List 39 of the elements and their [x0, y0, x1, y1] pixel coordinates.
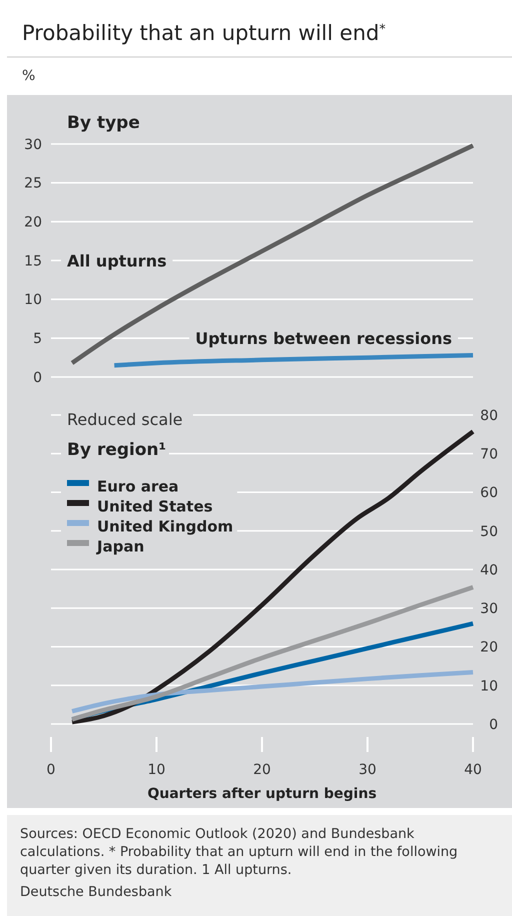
y-tick-label: 20: [24, 214, 42, 231]
legend-label: United States: [97, 497, 213, 516]
y-tick-label: 0: [489, 716, 498, 733]
y-tick-label: 30: [480, 601, 498, 618]
y-axis-title: %: [22, 68, 36, 84]
y-tick-label: 70: [480, 446, 498, 463]
x-tick-label: 10: [148, 762, 166, 778]
series-label: Upturns between recessions: [195, 329, 452, 348]
y-tick-label: 60: [480, 485, 498, 502]
legend-label: Japan: [96, 537, 144, 556]
series-label: All upturns: [67, 252, 167, 270]
chart-subtitle: Reduced scale: [67, 410, 183, 429]
x-tick-label: 40: [464, 762, 482, 778]
y-tick-label: 40: [480, 562, 498, 578]
x-tick-label: 0: [46, 762, 56, 778]
y-tick-label: 80: [480, 408, 498, 424]
x-tick-label: 20: [253, 762, 271, 778]
legend-label: United Kingdom: [97, 517, 234, 536]
x-tick-label: 30: [358, 762, 376, 778]
y-tick-label: 25: [24, 176, 42, 192]
line-series: [70, 670, 476, 714]
chart-title: Probability that an upturn will end$^{*}$: [22, 20, 386, 45]
y-tick-label: 50: [480, 524, 498, 540]
source-note: Sources: OECD Economic Outlook (2020) and Bundesbank calculations. * Probability that an upturn will end in the following quarter given its duration. 1 All upturns.: [20, 826, 458, 878]
chart-subtitle: By type: [67, 113, 140, 133]
line-series: [70, 585, 476, 722]
text: Deutsche Bundesbank: [20, 884, 172, 900]
line-series: [70, 429, 476, 724]
x-axis-title: Quarters after upturn begins: [147, 786, 377, 802]
y-tick-label: 0: [33, 370, 42, 386]
y-tick-label: 10: [480, 678, 498, 694]
text: By region¹: [67, 440, 166, 460]
y-tick-label: 5: [33, 331, 42, 348]
legend-label: Euro area: [97, 477, 179, 496]
line-series: [112, 353, 476, 368]
y-tick-label: 30: [24, 136, 42, 153]
y-tick-label: 20: [480, 640, 498, 656]
y-tick-label: 10: [24, 292, 42, 308]
y-tick-label: 15: [24, 253, 42, 270]
